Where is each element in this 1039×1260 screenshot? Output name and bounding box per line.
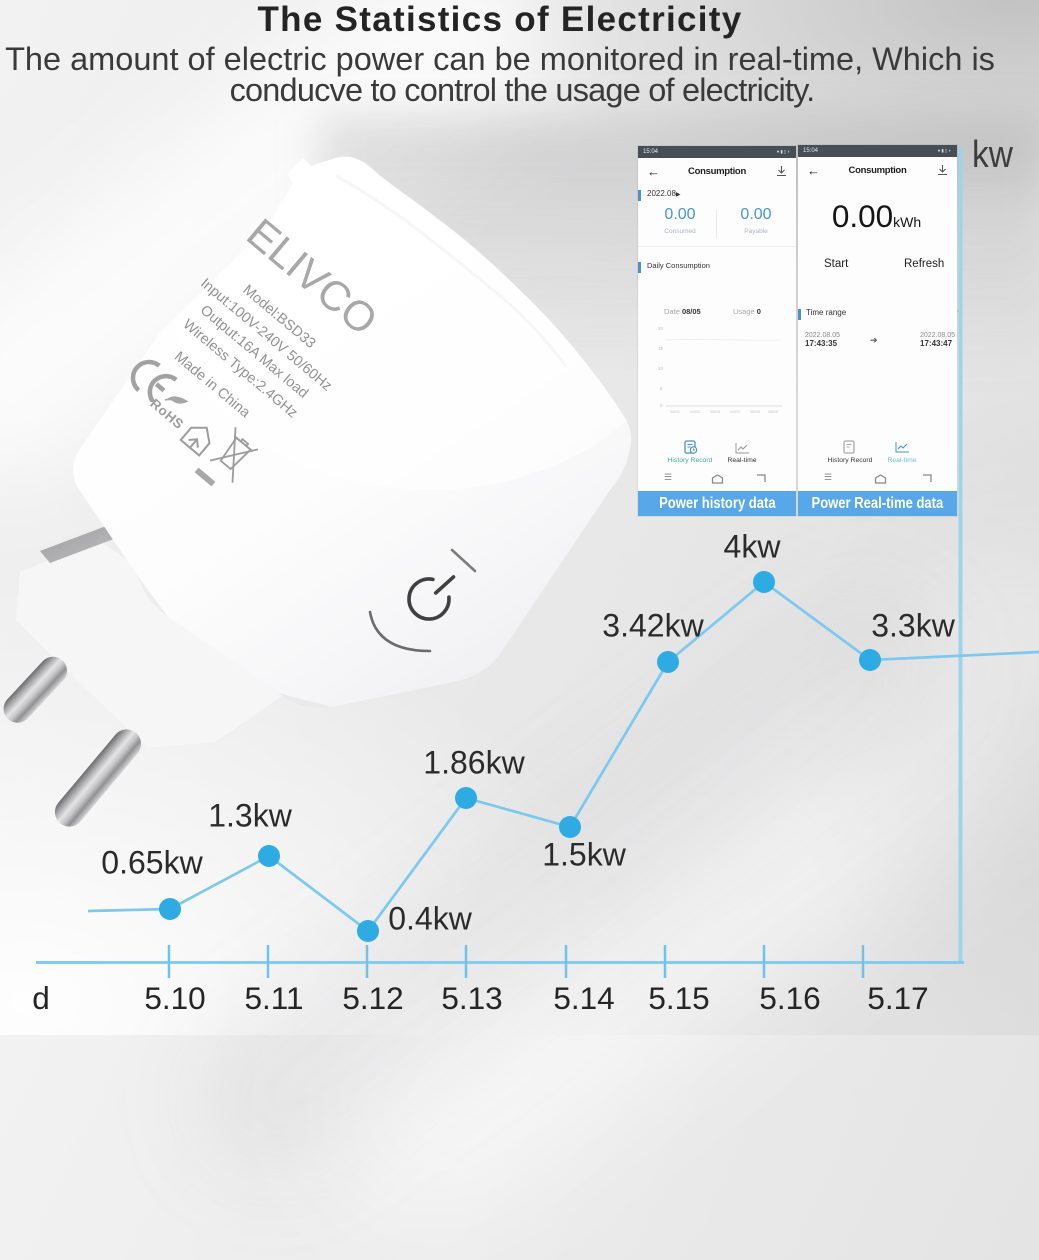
svg-text:15: 15 — [658, 346, 664, 351]
svg-text:08/01: 08/01 — [670, 409, 681, 414]
svg-text:20: 20 — [658, 326, 664, 331]
svg-text:08/05: 08/05 — [750, 409, 761, 414]
svg-text:08/06: 08/06 — [768, 409, 779, 414]
svg-text:5: 5 — [660, 386, 663, 391]
svg-text:08/04: 08/04 — [730, 409, 741, 414]
svg-text:08/03: 08/03 — [710, 409, 721, 414]
svg-text:08/02: 08/02 — [690, 409, 701, 414]
svg-text:0: 0 — [660, 403, 663, 408]
svg-text:10: 10 — [658, 366, 664, 371]
